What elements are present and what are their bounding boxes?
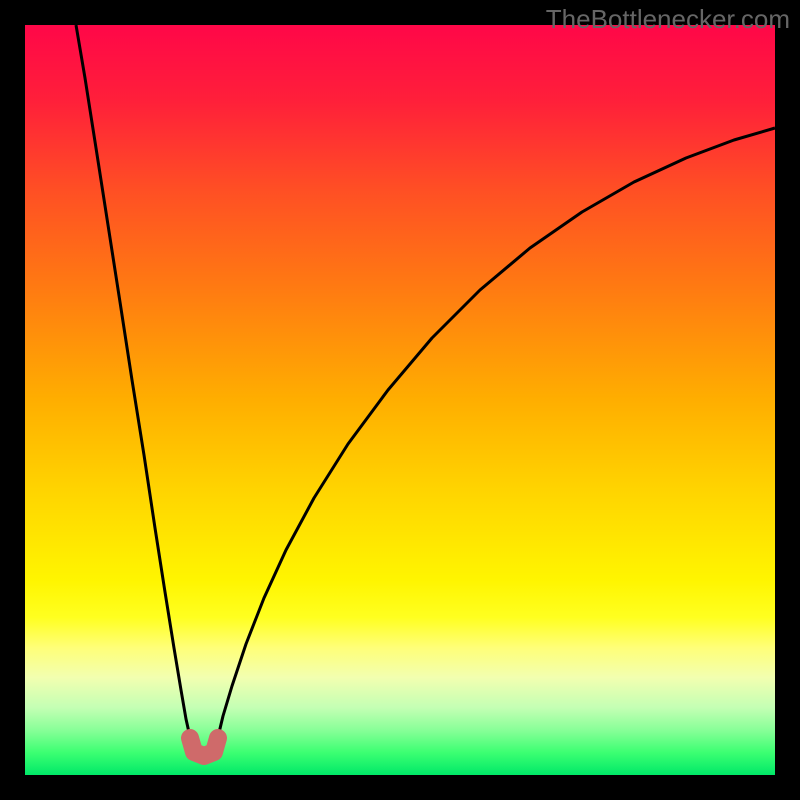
gradient-background [25, 25, 775, 775]
bottleneck-chart [0, 0, 800, 800]
watermark-text: TheBottlenecker.com [546, 4, 790, 35]
chart-frame: TheBottlenecker.com [0, 0, 800, 800]
